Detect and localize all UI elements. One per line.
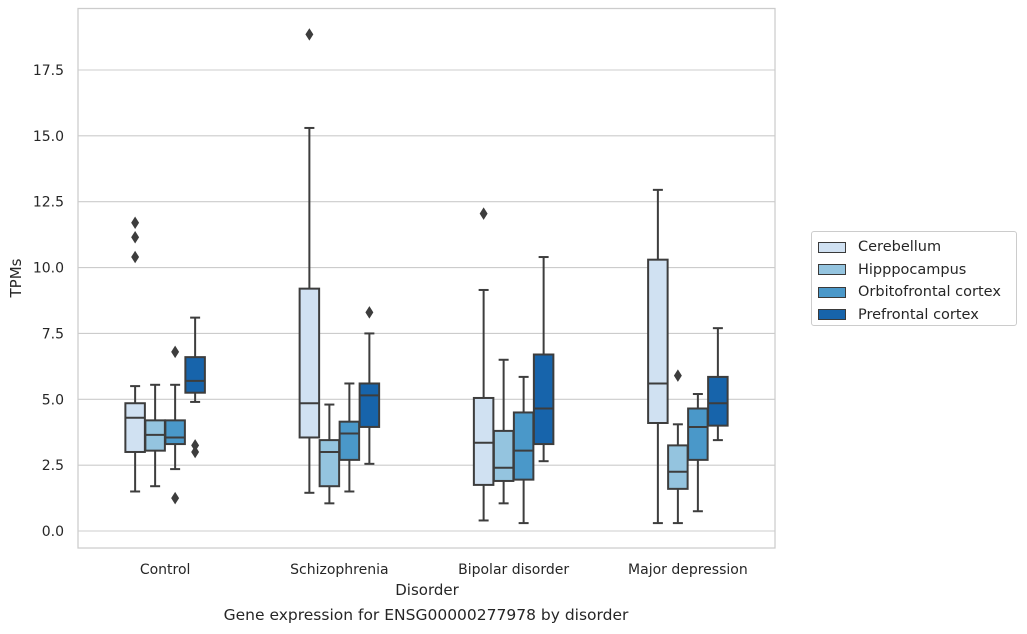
legend-swatch-cerebellum [818,241,846,253]
box-3-1 [358,306,381,465]
outlier-point [131,250,140,264]
outlier-point [171,491,180,505]
box-iqr [338,420,361,461]
box-1-2 [492,358,515,505]
box-iqr [358,382,381,428]
legend-swatch-orbitofrontal-cortex [818,286,846,298]
box-3-2 [532,256,555,463]
legend: Cerebellum Hipppocampus Orbitofrontal co… [811,231,1017,326]
box-iqr [184,356,206,394]
outlier-point [131,216,140,230]
box-2-3 [687,393,709,513]
box-1-0 [144,383,166,488]
x-tick-labels: Control Schizophrenia Bipolar disorder Majo… [140,562,748,578]
outlier-point [131,231,140,244]
box-0-1 [298,28,321,494]
legend-item-cerebellum: Cerebellum [818,236,1016,259]
box-iqr [472,396,495,486]
box-3-3 [707,327,729,442]
legend-label: Orbitofrontal cortex [858,284,1001,301]
box-iqr [667,444,689,490]
legend-label: Prefrontal cortex [858,306,979,323]
y-tick-label: 15.0 [33,129,64,145]
legend-label: Hipppocampus [858,261,967,278]
legend-label: Cerebellum [858,239,942,256]
legend-item-hippocampus: Hipppocampus [818,259,1016,282]
y-tick-label: 7.5 [42,326,64,342]
y-tick-label: 17.5 [33,63,64,79]
boxes [124,28,729,525]
box-iqr [298,287,321,439]
outlier-point [191,439,200,452]
box-2-0 [164,345,186,505]
legend-swatch-prefrontal-cortex [818,309,846,321]
box-0-0 [124,216,146,493]
box-iqr [532,353,555,446]
box-iqr [164,419,186,446]
x-axis-label: Disorder [395,581,459,599]
y-tick-label: 0.0 [42,524,64,540]
y-axis-label: TPMs [7,258,25,298]
outlier-point [479,207,488,220]
outlier-point [171,345,180,359]
outlier-point [365,306,374,319]
box-0-3 [647,188,669,525]
plot-area-frame [77,7,776,549]
x-tick-label: Control [140,562,191,578]
x-tick-label: Schizophrenia [290,562,388,578]
legend-item-orbitofrontal-cortex: Orbitofrontal cortex [818,281,1016,304]
y-tick-label: 10.0 [33,261,64,277]
legend-swatch-hippocampus [818,264,846,276]
y-tick-labels: 0.0 2.5 5.0 7.5 10.0 12.5 15.0 17.5 [33,63,64,540]
box-2-2 [512,375,535,525]
outlier-point [305,28,314,41]
chart-caption: Gene expression for ENSG00000277978 by d… [223,606,629,624]
legend-item-prefrontal-cortex: Prefrontal cortex [818,304,1016,327]
box-0-2 [472,207,495,522]
box-iqr [512,411,535,481]
box-iqr [687,407,709,461]
box-3-0 [184,316,206,459]
box-1-1 [318,403,341,505]
outlier-point [191,445,200,459]
y-tick-label: 12.5 [33,195,64,211]
box-iqr [124,402,146,453]
box-iqr [647,258,669,424]
x-tick-label: Bipolar disorder [458,562,569,578]
y-tick-label: 2.5 [42,458,64,474]
box-iqr [492,429,515,482]
y-tick-label: 5.0 [42,392,64,408]
box-1-3 [667,369,689,525]
box-iqr [318,439,341,488]
box-2-1 [338,382,361,493]
box-iqr [707,375,729,427]
outlier-point [673,369,682,382]
x-tick-label: Major depression [628,562,748,578]
